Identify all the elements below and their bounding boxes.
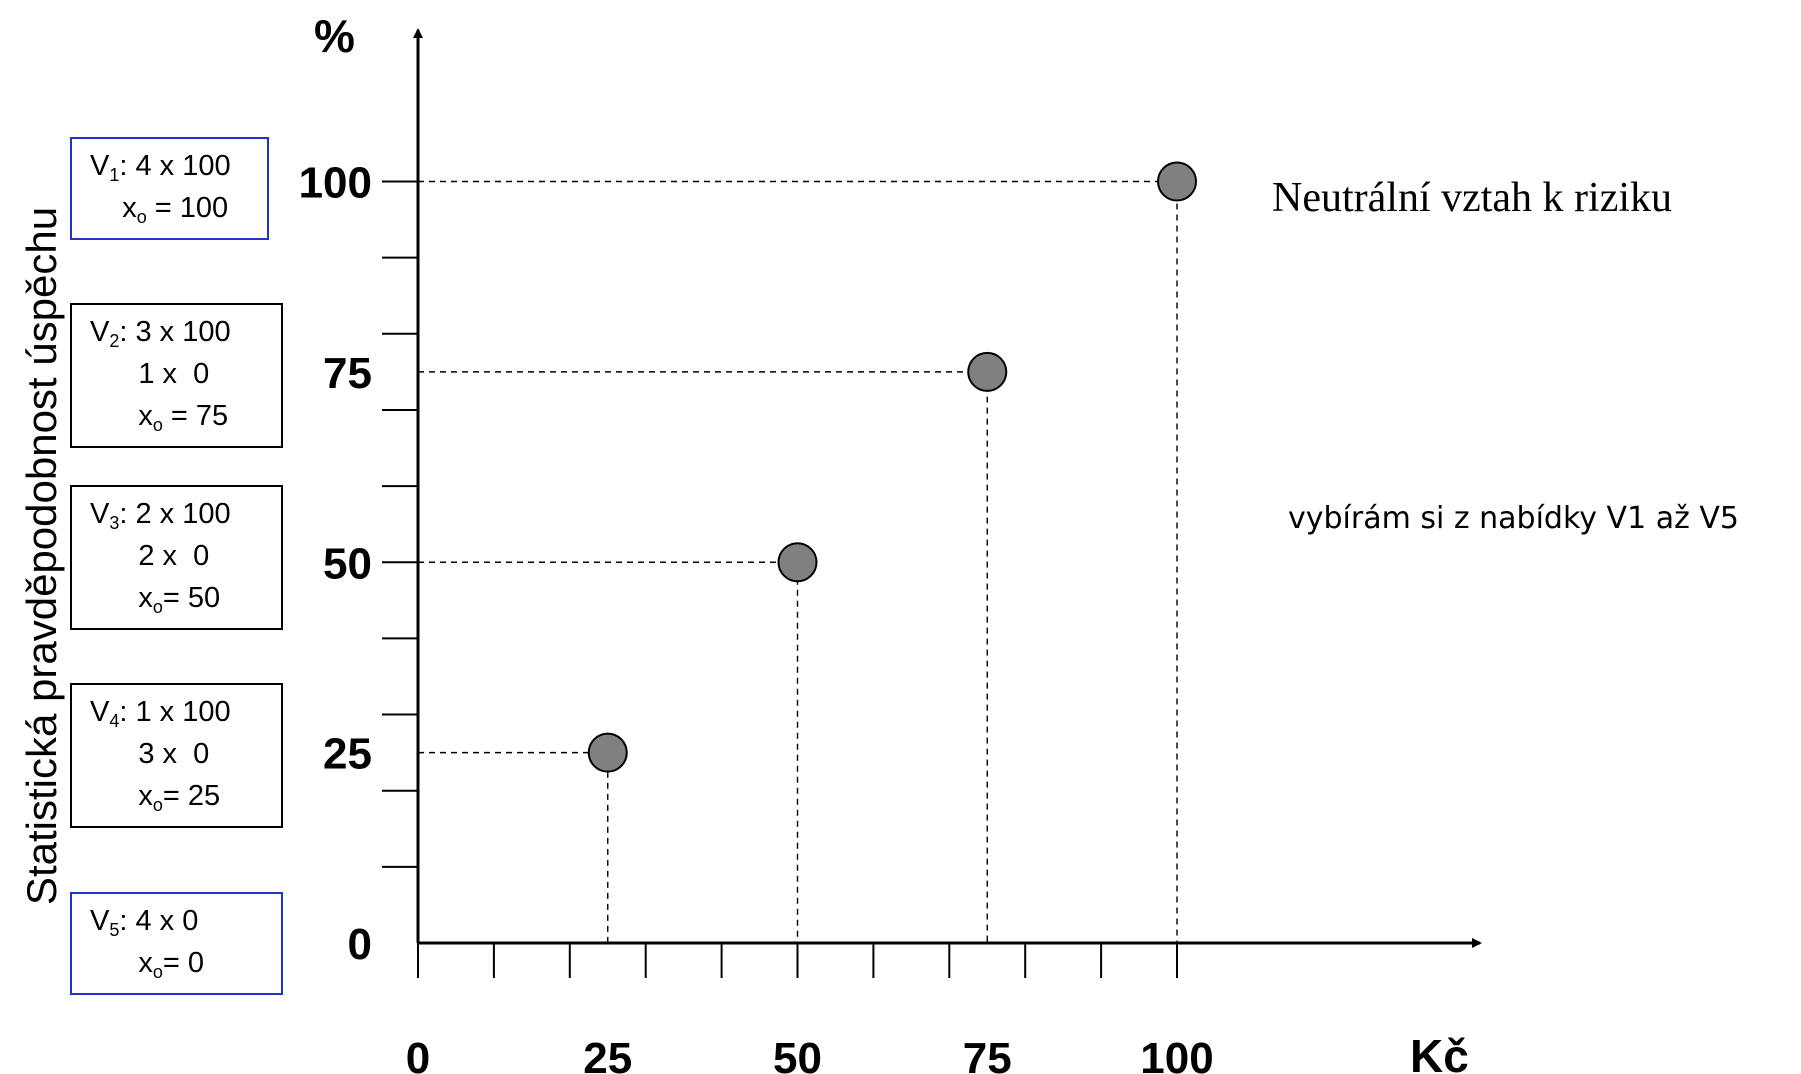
variant-box-v5: V5: 4 x 0 xo= 0	[70, 892, 283, 995]
variant-xo-line: xo= 25	[90, 780, 221, 815]
x-tick-label: 0	[406, 1034, 430, 1074]
data-point	[967, 351, 1008, 392]
data-point	[587, 732, 628, 773]
variant-line: V5: 4 x 0	[90, 905, 199, 940]
variant-box-v4: V4: 1 x 100 3 x 0 xo= 25	[70, 683, 283, 828]
variant-box-v1: V1: 4 x 100 xo = 100	[70, 137, 269, 240]
variant-line: 3 x 0	[90, 738, 210, 770]
y-axis-unit: %	[314, 10, 355, 62]
y-tick-label: 100	[299, 159, 372, 208]
variant-line: V1: 4 x 100	[90, 150, 231, 185]
guide-line	[418, 751, 609, 943]
variant-box-v2: V2: 3 x 100 1 x 0 xo = 75	[70, 303, 283, 448]
guide-line	[418, 371, 988, 943]
variant-line: 1 x 0	[90, 358, 210, 390]
variant-box-v3: V3: 2 x 100 2 x 0 xo= 50	[70, 485, 283, 630]
x-tick-label: 50	[773, 1034, 822, 1074]
choice-note: vybírám si z nabídky V1 až V5	[1288, 501, 1739, 536]
y-axis-label: Statistická pravděpodobnost úspěchu	[18, 207, 65, 905]
variant-xo-line: xo= 0	[90, 947, 204, 982]
data-point	[1157, 161, 1197, 202]
y-tick-label: 0	[348, 920, 372, 969]
y-tick-label: 75	[323, 349, 372, 398]
axis-ticks	[382, 180, 1178, 978]
variant-line: V4: 1 x 100	[90, 696, 231, 731]
variant-line: V2: 3 x 100	[90, 316, 231, 351]
variant-xo-line: xo = 75	[90, 400, 229, 435]
variant-line: V3: 2 x 100	[90, 498, 231, 533]
variant-xo-line: xo= 50	[90, 582, 221, 617]
risk-title: Neutrální vztah k riziku	[1272, 175, 1673, 221]
tick-labels: 0 25 50 75 100 0 25 50 75 100	[299, 159, 1214, 1074]
y-tick-label: 25	[323, 730, 372, 779]
variant-line: 2 x 0	[90, 540, 210, 572]
x-tick-label: 25	[583, 1034, 632, 1074]
data-point	[777, 542, 818, 583]
x-tick-label: 100	[1140, 1034, 1213, 1074]
x-tick-label: 75	[963, 1034, 1012, 1074]
x-axis-unit: Kč	[1410, 1030, 1469, 1074]
variant-xo-line: xo = 100	[90, 192, 229, 227]
data-points	[587, 161, 1197, 773]
y-tick-label: 50	[323, 539, 372, 588]
